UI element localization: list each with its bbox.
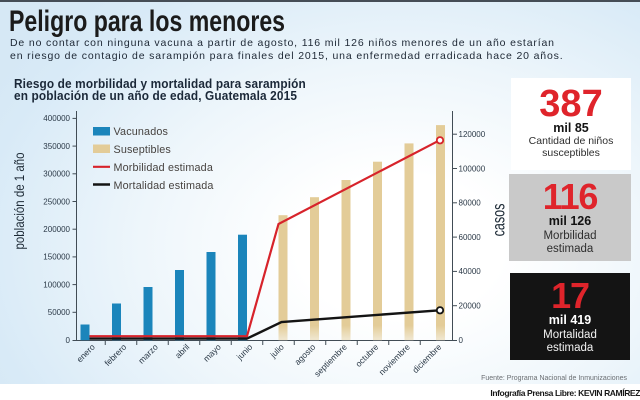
svg-text:50000: 50000 — [48, 308, 71, 317]
svg-text:febrero: febrero — [102, 342, 128, 368]
svg-text:40000: 40000 — [459, 267, 482, 276]
svg-text:marzo: marzo — [136, 342, 160, 366]
svg-text:20000: 20000 — [459, 302, 482, 311]
svg-text:0: 0 — [459, 336, 464, 345]
svg-text:casos: casos — [490, 203, 510, 236]
svg-text:100000: 100000 — [43, 280, 70, 289]
svg-text:diciembre: diciembre — [410, 342, 443, 375]
svg-text:80000: 80000 — [459, 199, 482, 208]
svg-text:abril: abril — [173, 342, 192, 361]
svg-text:julio: julio — [267, 342, 286, 361]
svg-text:noviembre: noviembre — [377, 342, 412, 377]
svg-text:junio: junio — [234, 342, 255, 363]
svg-text:250000: 250000 — [43, 197, 70, 206]
svg-text:población de 1 año: población de 1 año — [11, 153, 27, 250]
svg-text:agosto: agosto — [292, 342, 317, 367]
svg-text:300000: 300000 — [43, 170, 70, 179]
svg-text:0: 0 — [66, 336, 71, 345]
svg-text:350000: 350000 — [43, 142, 70, 151]
svg-text:Mortalidad estimada: Mortalidad estimada — [114, 180, 214, 192]
svg-text:Vacunados: Vacunados — [114, 126, 169, 138]
svg-text:septiembre: septiembre — [312, 342, 349, 379]
svg-text:Suseptibles: Suseptibles — [114, 144, 172, 156]
svg-text:mayo: mayo — [201, 342, 223, 364]
svg-text:200000: 200000 — [43, 225, 70, 234]
svg-text:120000: 120000 — [459, 130, 486, 139]
svg-text:400000: 400000 — [43, 114, 70, 123]
svg-text:150000: 150000 — [43, 253, 70, 262]
svg-text:octubre: octubre — [353, 342, 380, 369]
svg-text:Morbilidad estimada: Morbilidad estimada — [114, 162, 213, 174]
svg-text:enero: enero — [74, 342, 97, 365]
svg-text:100000: 100000 — [459, 164, 486, 173]
svg-text:60000: 60000 — [459, 233, 482, 242]
